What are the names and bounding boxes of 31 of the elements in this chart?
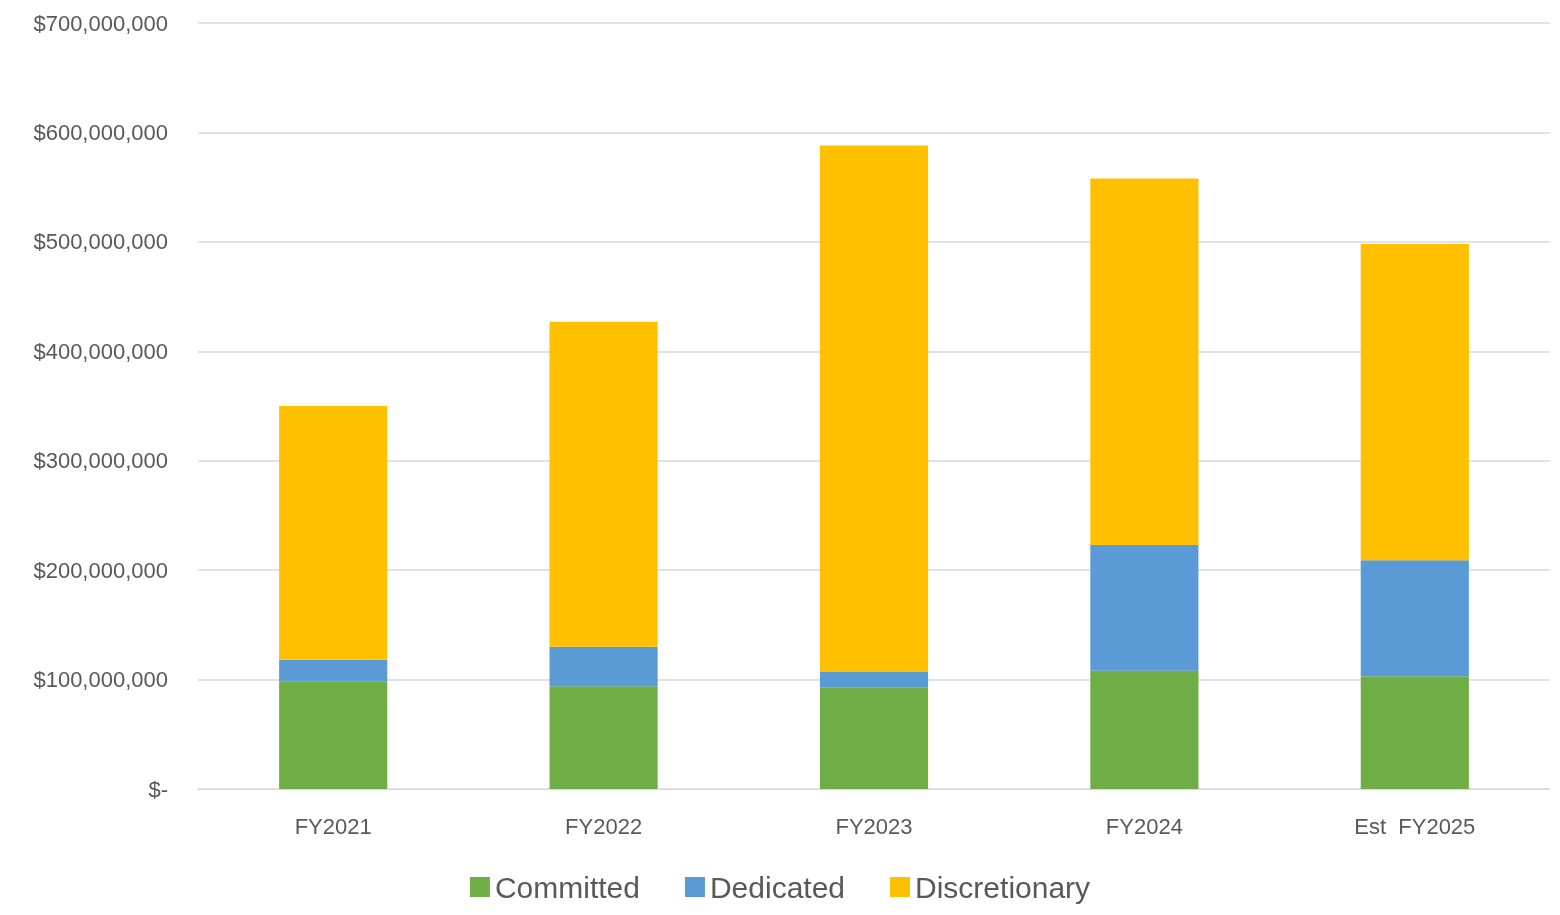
bar bbox=[279, 681, 388, 789]
x-tick-label: Est FY2025 bbox=[1354, 813, 1476, 839]
y-tick-label: $700,000,000 bbox=[33, 10, 168, 36]
bar bbox=[549, 686, 658, 789]
legend-label: Dedicated bbox=[709, 870, 846, 904]
x-tick-label: FY2022 bbox=[565, 813, 643, 839]
legend-label: Committed bbox=[494, 870, 640, 904]
y-tick-label: $- bbox=[148, 776, 168, 802]
x-tick-label: FY2023 bbox=[835, 813, 913, 839]
bar bbox=[1090, 670, 1199, 789]
bar bbox=[1090, 178, 1199, 545]
bar bbox=[549, 646, 658, 687]
bar bbox=[819, 687, 929, 789]
bar bbox=[1360, 676, 1469, 789]
y-tick-label: $300,000,000 bbox=[33, 448, 168, 474]
y-tick-label: $200,000,000 bbox=[33, 557, 168, 583]
bar bbox=[1090, 544, 1199, 671]
y-tick-label: $600,000,000 bbox=[33, 119, 168, 145]
y-tick-label: $500,000,000 bbox=[33, 229, 168, 255]
y-tick-label: $400,000,000 bbox=[33, 338, 168, 364]
bar bbox=[279, 659, 388, 682]
bar bbox=[1360, 560, 1469, 677]
bar bbox=[549, 321, 658, 647]
bar bbox=[279, 406, 388, 660]
y-tick-label: $100,000,000 bbox=[33, 667, 168, 693]
bar bbox=[819, 145, 929, 672]
bar bbox=[1360, 244, 1469, 561]
x-tick-label: FY2021 bbox=[294, 813, 372, 839]
legend-label: Discretionary bbox=[915, 870, 1091, 904]
x-tick-label: FY2024 bbox=[1105, 813, 1183, 839]
bar bbox=[819, 671, 929, 688]
